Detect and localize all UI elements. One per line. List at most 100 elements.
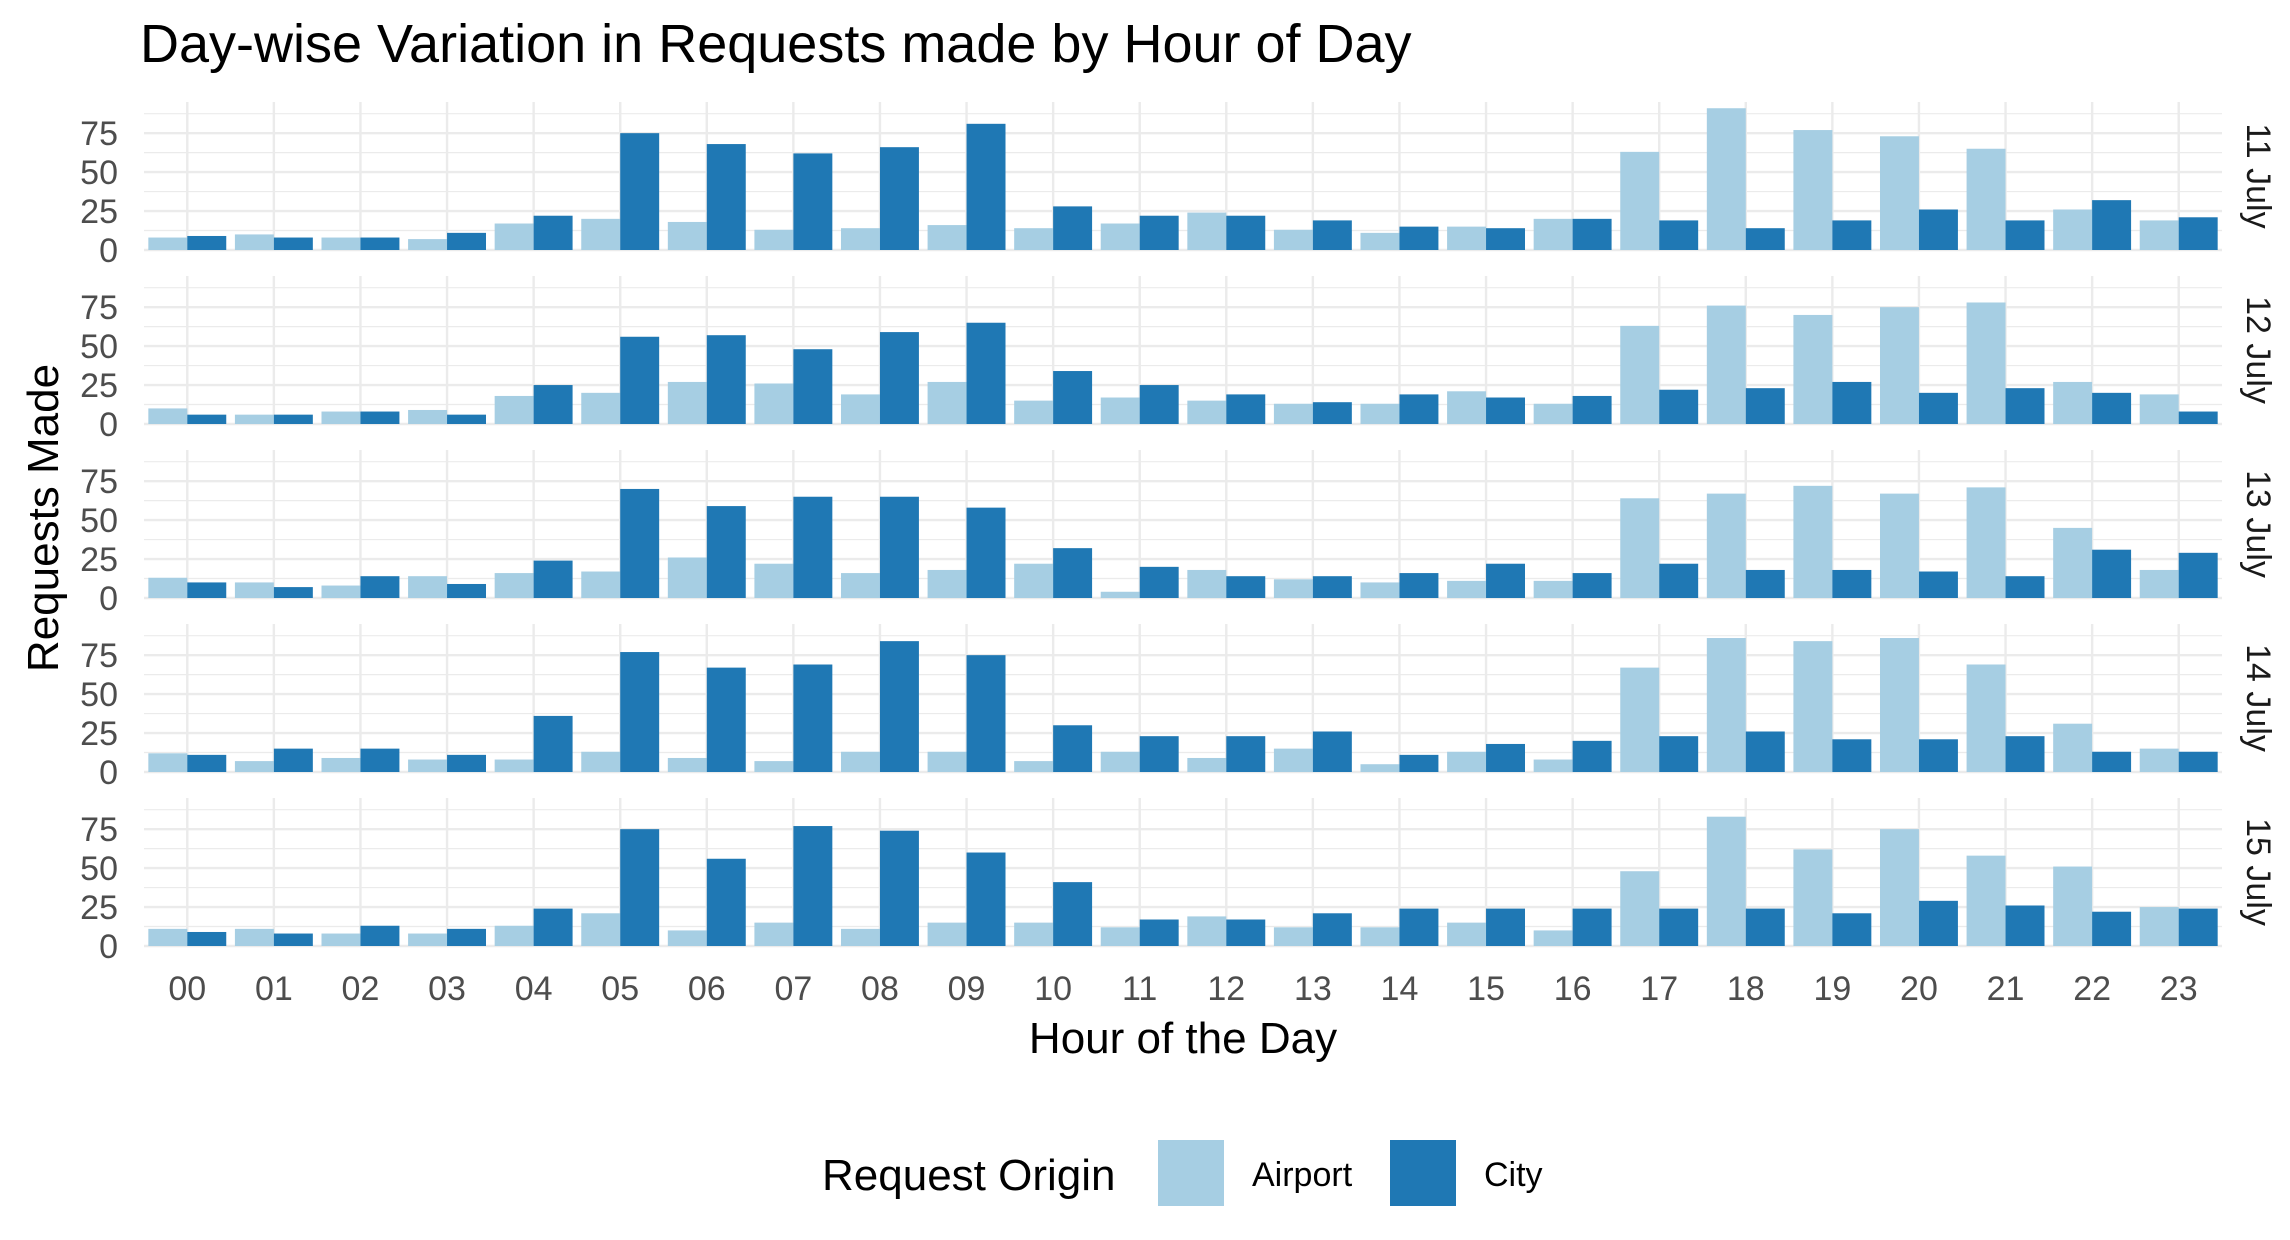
bar-city-22 (2092, 549, 2132, 598)
bar-city-12 (1226, 215, 1266, 250)
bar-airport-13 (1273, 748, 1313, 772)
bar-city-03 (447, 232, 487, 250)
x-tick-label: 03 (428, 970, 466, 1008)
x-tick-label: 01 (255, 970, 293, 1008)
bar-city-06 (706, 858, 746, 946)
bar-airport-08 (840, 573, 880, 598)
bar-airport-22 (2053, 723, 2093, 772)
x-tick-label: 08 (861, 970, 899, 1008)
bar-city-08 (879, 496, 919, 598)
bar-city-15 (1486, 228, 1526, 250)
bar-airport-19 (1793, 314, 1833, 424)
bar-city-05 (620, 336, 660, 424)
x-tick-label: 02 (342, 970, 380, 1008)
bar-city-17 (1659, 220, 1699, 250)
x-tick-label: 23 (2160, 970, 2198, 1008)
legend-title: Request Origin (822, 1151, 1115, 1200)
bar-city-09 (966, 507, 1006, 598)
bar-city-09 (966, 123, 1006, 250)
bar-airport-16 (1533, 930, 1573, 946)
bar-airport-05 (581, 571, 621, 598)
bar-airport-23 (2139, 569, 2179, 598)
bar-airport-16 (1533, 580, 1573, 598)
bar-airport-10 (1014, 228, 1054, 250)
bar-airport-08 (840, 928, 880, 946)
y-tick-label: 25 (80, 541, 118, 579)
bar-city-15 (1486, 563, 1526, 598)
bar-city-10 (1053, 882, 1093, 946)
bar-airport-07 (754, 383, 794, 424)
y-tick-label: 75 (80, 115, 118, 153)
bar-airport-13 (1273, 229, 1313, 250)
bar-airport-22 (2053, 527, 2093, 598)
bar-city-00 (187, 414, 227, 424)
bar-airport-01 (234, 234, 274, 250)
y-tick-label: 25 (80, 715, 118, 753)
bar-airport-15 (1447, 226, 1487, 250)
bar-city-05 (620, 652, 660, 772)
bar-airport-10 (1014, 400, 1054, 424)
bar-city-16 (1572, 395, 1612, 424)
bar-airport-18 (1706, 108, 1746, 250)
bar-airport-17 (1620, 871, 1660, 946)
x-tick-label: 22 (2073, 970, 2111, 1008)
y-tick-label: 50 (80, 676, 118, 714)
bar-city-03 (447, 414, 487, 424)
bar-airport-19 (1793, 641, 1833, 772)
x-tick-label: 13 (1294, 970, 1332, 1008)
bar-airport-11 (1100, 927, 1140, 946)
bar-airport-04 (494, 925, 534, 946)
bar-airport-14 (1360, 403, 1400, 424)
bar-airport-16 (1533, 218, 1573, 250)
bar-city-15 (1486, 908, 1526, 946)
bar-airport-00 (148, 237, 188, 250)
bar-airport-18 (1706, 493, 1746, 598)
bar-city-21 (2005, 736, 2045, 772)
bar-airport-09 (927, 751, 967, 772)
bar-city-22 (2092, 200, 2132, 250)
bar-airport-01 (234, 414, 274, 424)
bar-airport-06 (667, 381, 707, 424)
bar-airport-00 (148, 577, 188, 598)
bar-city-01 (273, 237, 313, 250)
bar-airport-00 (148, 753, 188, 772)
y-tick-label: 0 (99, 232, 118, 270)
bar-airport-01 (234, 582, 274, 598)
bar-airport-05 (581, 218, 621, 250)
bar-airport-02 (321, 237, 361, 250)
x-tick-label: 09 (948, 970, 986, 1008)
x-axis-title: Hour of the Day (1029, 1014, 1337, 1063)
bar-airport-07 (754, 922, 794, 946)
bar-city-18 (1745, 569, 1785, 598)
bar-city-19 (1832, 220, 1872, 250)
y-tick-label: 50 (80, 850, 118, 888)
bar-city-07 (793, 349, 833, 424)
y-tick-label: 25 (80, 889, 118, 927)
bar-airport-21 (1966, 487, 2006, 598)
bar-airport-13 (1273, 927, 1313, 946)
bar-airport-23 (2139, 748, 2179, 772)
bar-city-22 (2092, 392, 2132, 424)
bar-airport-04 (494, 395, 534, 424)
bar-city-15 (1486, 743, 1526, 772)
chart-title: Day-wise Variation in Requests made by H… (140, 14, 1412, 74)
y-tick-label: 0 (99, 928, 118, 966)
bar-city-00 (187, 754, 227, 772)
bar-airport-17 (1620, 667, 1660, 772)
bar-city-10 (1053, 206, 1093, 250)
bar-city-06 (706, 667, 746, 772)
bar-city-11 (1139, 385, 1179, 424)
bar-airport-05 (581, 913, 621, 946)
bar-airport-15 (1447, 922, 1487, 946)
bar-city-18 (1745, 388, 1785, 424)
bar-airport-02 (321, 585, 361, 598)
bar-city-14 (1399, 226, 1439, 250)
bar-city-07 (793, 496, 833, 598)
bar-city-15 (1486, 397, 1526, 424)
bar-airport-22 (2053, 209, 2093, 250)
bar-city-17 (1659, 389, 1699, 424)
y-tick-label: 0 (99, 580, 118, 618)
bar-airport-04 (494, 573, 534, 598)
bar-city-02 (360, 748, 400, 772)
bar-airport-14 (1360, 232, 1400, 250)
